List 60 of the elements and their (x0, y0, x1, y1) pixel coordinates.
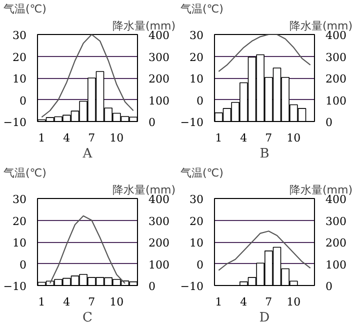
x-tick-label: 1 (215, 132, 222, 144)
x-axis-title: D (259, 310, 270, 326)
x-tick-label: 10 (286, 132, 301, 144)
x-tick-label: 1 (38, 132, 46, 144)
y-tick-label: 20 (190, 50, 204, 64)
y2-tick-label: 200 (148, 236, 170, 250)
y-tick-label: 30 (190, 193, 204, 206)
x-tick-label: 4 (63, 296, 70, 308)
x-axis-title: B (260, 146, 270, 162)
y-tick-label: 0 (20, 94, 26, 108)
x-tick-label: 4 (240, 296, 248, 308)
y2-tick-label: 0 (326, 280, 332, 293)
x-tick-label: 7 (265, 132, 272, 144)
y2-tick-label: 200 (326, 72, 346, 86)
y-axis-title: 气温(℃) (180, 2, 224, 16)
y2-tick-label: 0 (148, 116, 156, 129)
x-tick-label: 7 (88, 132, 96, 144)
y-tick-label: 20 (190, 214, 204, 228)
x-tick-label: 4 (63, 132, 70, 144)
y-tick-label: 0 (196, 258, 204, 272)
x-tick-label: 7 (265, 296, 272, 308)
x-tick-label: 7 (88, 296, 96, 308)
y-tick-label: −10 (180, 280, 204, 293)
x-tick-label: 1 (38, 296, 46, 308)
y-tick-label: 0 (20, 258, 26, 272)
y-tick-label: 0 (196, 94, 204, 108)
y-tick-label: −10 (3, 280, 27, 293)
y-axis-title: 气温(℃) (4, 2, 46, 16)
y-axis-title: 气温(℃) (4, 166, 46, 180)
y-tick-label: 30 (190, 29, 204, 42)
x-tick-label: 4 (240, 132, 248, 144)
y2-tick-label: 300 (326, 50, 346, 64)
y-tick-label: 10 (190, 236, 204, 250)
y2-tick-label: 300 (148, 50, 170, 64)
y-tick-label: 30 (12, 29, 27, 42)
y2-tick-label: 300 (148, 214, 170, 228)
y2-tick-label: 100 (326, 258, 346, 272)
y-tick-label: −10 (180, 116, 204, 129)
y2-tick-label: 100 (148, 94, 170, 108)
x-axis-title: A (82, 146, 93, 162)
x-tick-label: 10 (286, 296, 301, 308)
y-tick-label: 10 (12, 236, 27, 250)
y-tick-label: 30 (12, 193, 27, 206)
y2-tick-label: 200 (148, 72, 170, 86)
y2-tick-label: 300 (326, 214, 346, 228)
y2-tick-label: 0 (148, 280, 156, 293)
y-axis-title: 气温(℃) (180, 166, 224, 180)
y2-tick-label: 0 (326, 116, 332, 129)
x-tick-label: 10 (110, 132, 124, 144)
y-tick-label: −10 (3, 116, 27, 129)
x-tick-label: 1 (215, 296, 222, 308)
y2-tick-label: 100 (326, 94, 346, 108)
y-tick-label: 10 (12, 72, 27, 86)
y2-tick-label: 100 (148, 258, 170, 272)
x-axis-title: C (82, 310, 93, 326)
y-tick-label: 20 (12, 50, 27, 64)
y-tick-label: 20 (12, 214, 27, 228)
y2-tick-label: 200 (326, 236, 346, 250)
x-tick-label: 10 (110, 296, 124, 308)
y-tick-label: 10 (190, 72, 204, 86)
